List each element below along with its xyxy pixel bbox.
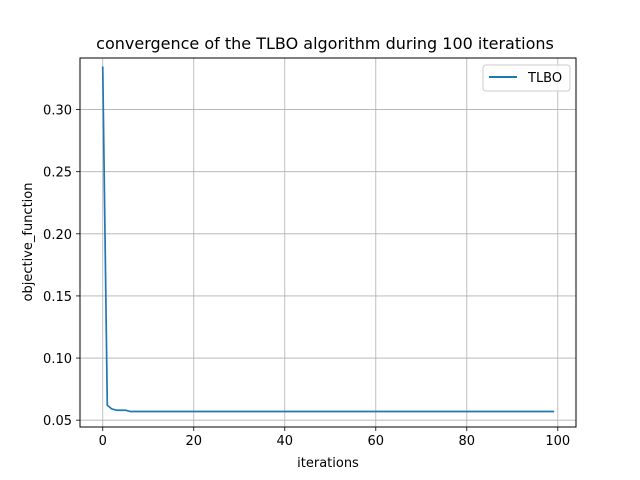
y-tick-label: 0.25 <box>43 166 72 181</box>
x-tick-label: 100 <box>545 434 570 449</box>
x-tick-label: 60 <box>368 434 385 449</box>
x-axis-label: iterations <box>297 456 359 471</box>
x-tick-label: 20 <box>185 434 202 449</box>
y-tick-label: 0.10 <box>43 352 72 367</box>
x-tick-label: 40 <box>276 434 293 449</box>
x-axis-ticks: 0 20 40 60 80 100 <box>99 427 570 449</box>
legend: TLBO <box>482 64 571 92</box>
y-tick-label: 0.30 <box>43 104 72 119</box>
legend-label-tlbo: TLBO <box>527 71 562 86</box>
grid <box>80 58 576 427</box>
y-tick-label: 0.20 <box>43 228 72 243</box>
chart-title: convergence of the TLBO algorithm during… <box>96 34 554 53</box>
y-tick-label: 0.15 <box>43 290 72 305</box>
series-line-tlbo <box>101 66 555 413</box>
y-tick-label: 0.05 <box>43 414 72 429</box>
plot-frame <box>79 57 577 428</box>
y-axis-label: objective_function <box>21 183 36 302</box>
x-tick-label: 0 <box>99 434 107 449</box>
legend-box <box>482 64 571 92</box>
y-axis-ticks: 0.05 0.10 0.15 0.20 0.25 0.30 <box>43 104 80 429</box>
series-layer <box>101 66 555 413</box>
x-tick-label: 80 <box>459 434 476 449</box>
